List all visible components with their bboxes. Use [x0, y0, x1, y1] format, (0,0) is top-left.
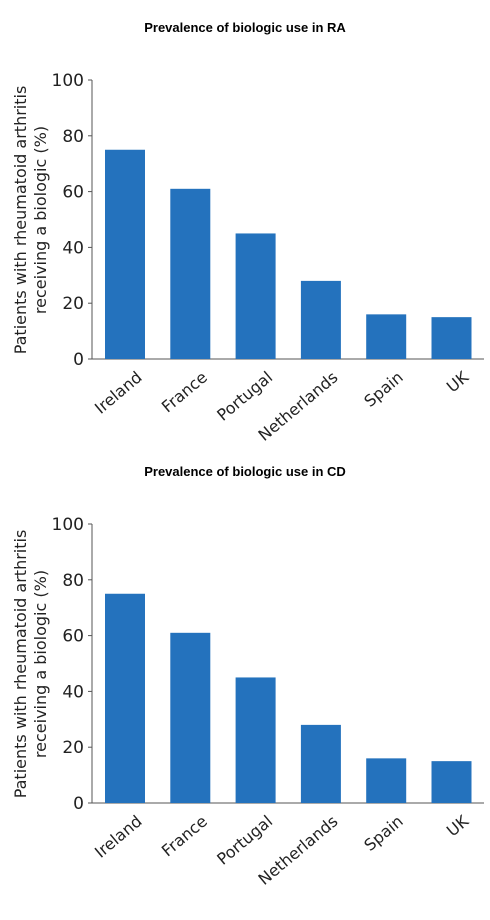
bar-chart-ra: Patients with rheumatoid arthritisreceiv…	[11, 71, 484, 444]
x-tick-label: UK	[443, 367, 473, 396]
bar-france	[170, 632, 211, 803]
x-tick-label: Spain	[360, 812, 406, 855]
y-axis-title: Patients with rheumatoid arthritisreceiv…	[11, 86, 50, 355]
x-tick-label: Ireland	[91, 812, 146, 862]
y-tick-label: 60	[62, 183, 84, 203]
bar-uk	[431, 317, 472, 359]
y-tick-label: 80	[62, 571, 84, 591]
bar-netherlands	[300, 724, 341, 803]
chart-panel-ra: Prevalence of biologic use in RA Patient…	[0, 0, 490, 444]
y-axis-title: Patients with rheumatoid arthritisreceiv…	[11, 530, 50, 799]
chart-title: Prevalence of biologic use in CD	[144, 464, 346, 479]
y-tick-label: 100	[52, 71, 84, 91]
y-tick-label: 40	[62, 682, 84, 702]
x-tick-label: UK	[443, 811, 473, 840]
x-tick-label: France	[158, 368, 211, 417]
bar-portugal	[235, 677, 276, 803]
y-tick-label: 20	[62, 738, 84, 758]
y-tick-label: 0	[73, 794, 84, 814]
bar-chart-cd: Patients with rheumatoid arthritisreceiv…	[11, 515, 484, 888]
y-axis-title-line: Patients with rheumatoid arthritis	[11, 86, 30, 355]
bar-ireland	[105, 149, 145, 359]
bar-portugal	[235, 233, 276, 359]
chart-title: Prevalence of biologic use in RA	[144, 20, 346, 35]
y-tick-label: 80	[62, 127, 84, 147]
y-tick-label: 0	[73, 350, 84, 370]
bar-spain	[366, 758, 407, 803]
bar-netherlands	[300, 280, 341, 359]
x-tick-label: Ireland	[91, 368, 146, 418]
y-axis-title-line: Patients with rheumatoid arthritis	[11, 530, 30, 799]
y-tick-label: 20	[62, 294, 84, 314]
y-tick-label: 40	[62, 238, 84, 258]
y-tick-label: 100	[52, 515, 84, 535]
x-tick-label: Portugal	[213, 812, 276, 869]
x-tick-label: Spain	[360, 368, 406, 411]
y-axis-title-line: receiving a biologic (%)	[31, 570, 50, 758]
bar-spain	[366, 314, 407, 359]
chart-panel-cd: Prevalence of biologic use in CD Patient…	[0, 444, 490, 888]
bar-uk	[431, 761, 472, 803]
y-axis-title-line: receiving a biologic (%)	[31, 126, 50, 314]
x-tick-label: France	[158, 812, 211, 861]
bar-ireland	[105, 593, 145, 803]
bar-france	[170, 188, 211, 359]
y-tick-label: 60	[62, 627, 84, 647]
x-tick-label: Portugal	[213, 368, 276, 425]
